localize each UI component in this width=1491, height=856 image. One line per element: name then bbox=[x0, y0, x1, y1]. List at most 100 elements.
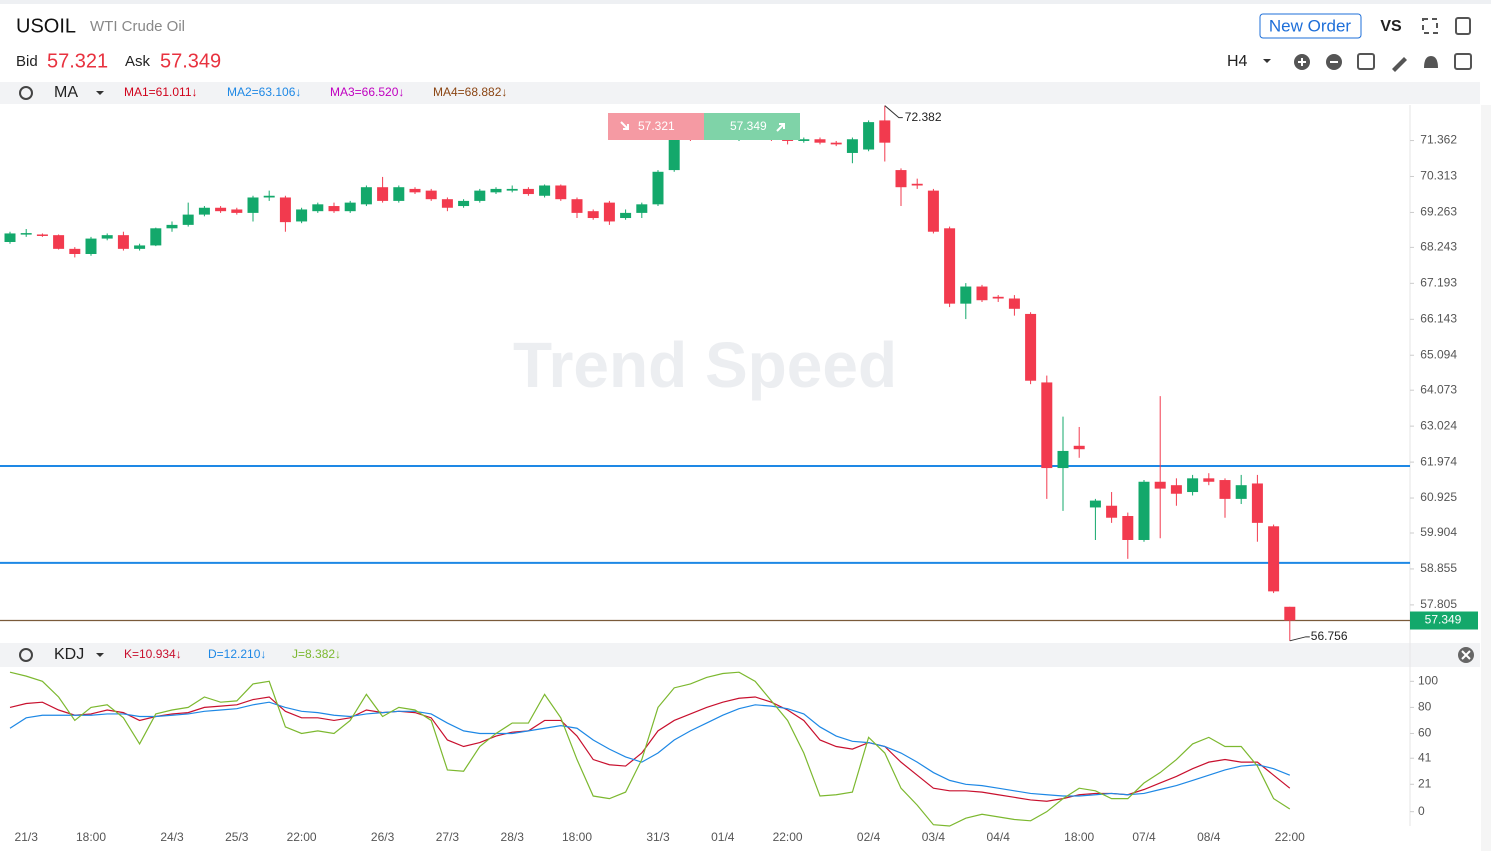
candle-body bbox=[620, 212, 632, 219]
dropdown-icon[interactable] bbox=[1263, 59, 1271, 63]
candle-body bbox=[231, 209, 243, 213]
high-pointer bbox=[884, 105, 903, 119]
low-pointer bbox=[1289, 636, 1310, 642]
candle-body bbox=[85, 238, 97, 254]
symbol: USOIL bbox=[16, 15, 76, 37]
x-tick-label: 22:00 bbox=[287, 830, 317, 844]
sell-price[interactable]: 57.321 bbox=[638, 119, 675, 133]
indicator-name[interactable]: KDJ bbox=[54, 646, 84, 663]
candle-body bbox=[1203, 478, 1215, 482]
x-tick-label: 27/3 bbox=[436, 830, 460, 844]
y-tick-label: 21 bbox=[1418, 776, 1432, 790]
y-tick-label: 67.193 bbox=[1420, 276, 1457, 290]
candle-body bbox=[1170, 485, 1182, 494]
candle-body bbox=[117, 235, 129, 249]
ask-price: 57.349 bbox=[160, 50, 221, 72]
x-tick-label: 24/3 bbox=[160, 830, 184, 844]
indicator-name[interactable]: MA bbox=[54, 84, 78, 101]
x-tick-label: 18:00 bbox=[1064, 830, 1094, 844]
dropdown-icon[interactable] bbox=[96, 653, 104, 657]
kdj-line bbox=[9, 701, 1291, 797]
candle-body bbox=[960, 286, 972, 304]
legend-entry: J=8.382↓ bbox=[292, 647, 341, 661]
x-tick-label: 18:00 bbox=[76, 830, 106, 844]
x-tick-label: 22:00 bbox=[1275, 830, 1305, 844]
top-border bbox=[0, 0, 1491, 4]
candle-body bbox=[36, 234, 48, 236]
candle-body bbox=[247, 197, 259, 213]
candle-body bbox=[101, 235, 113, 239]
fullscreen-icon[interactable] bbox=[1422, 18, 1438, 34]
symbol-name: WTI Crude Oil bbox=[90, 18, 185, 35]
kdj-toolbar bbox=[0, 643, 1480, 667]
price-tag bbox=[1410, 611, 1478, 630]
x-tick-label: 18:00 bbox=[562, 830, 592, 844]
timeframe[interactable]: H4 bbox=[1227, 53, 1248, 70]
alert-icon[interactable] bbox=[1424, 56, 1438, 68]
candle-body bbox=[814, 139, 826, 143]
y-tick-label: 65.094 bbox=[1420, 347, 1457, 361]
settings-icon[interactable] bbox=[19, 86, 33, 100]
candle-body bbox=[830, 142, 842, 145]
high-label: 72.382 bbox=[905, 110, 942, 124]
y-tick-label: 68.243 bbox=[1420, 240, 1457, 254]
price-tag-label: 57.349 bbox=[1425, 613, 1462, 627]
indicator-icon[interactable] bbox=[1454, 53, 1472, 70]
candle-body bbox=[522, 188, 534, 195]
candle-body bbox=[150, 228, 162, 246]
watermark: Trend Speed bbox=[513, 329, 897, 401]
y-tick-label: 64.073 bbox=[1420, 382, 1457, 396]
x-tick-label: 25/3 bbox=[225, 830, 249, 844]
x-tick-label: 28/3 bbox=[501, 830, 525, 844]
candle-body bbox=[1122, 516, 1134, 540]
draw-icon[interactable] bbox=[1392, 57, 1407, 72]
candle-body bbox=[863, 122, 875, 150]
y-tick-label: 63.024 bbox=[1420, 418, 1457, 432]
bid-price: 57.321 bbox=[47, 50, 108, 72]
candle-body bbox=[409, 188, 421, 193]
y-tick-label: 58.855 bbox=[1420, 561, 1457, 575]
ask-label: Ask bbox=[125, 53, 151, 70]
candle-body bbox=[53, 235, 65, 249]
candle-body bbox=[1219, 480, 1231, 499]
candle-body bbox=[377, 187, 389, 201]
candle-body bbox=[879, 120, 891, 143]
candle-body bbox=[798, 139, 810, 141]
y-tick-label: 60 bbox=[1418, 726, 1432, 740]
panel-icon[interactable] bbox=[1455, 17, 1471, 35]
candle-body bbox=[652, 171, 664, 205]
candle-body bbox=[539, 185, 551, 196]
candle-body bbox=[296, 209, 308, 222]
buy-price[interactable]: 57.349 bbox=[730, 119, 767, 133]
candle-body bbox=[344, 202, 356, 212]
candle-body bbox=[474, 190, 486, 201]
scrollbar bbox=[1481, 105, 1491, 851]
candle-body bbox=[1041, 382, 1053, 469]
candle-body bbox=[911, 183, 923, 186]
buy-arrow bbox=[776, 123, 785, 132]
close-cross bbox=[1461, 650, 1471, 660]
x-tick-label: 26/3 bbox=[371, 830, 395, 844]
zoom-in-plus bbox=[1298, 58, 1306, 66]
candle-body bbox=[166, 224, 178, 229]
vs-button[interactable]: VS bbox=[1380, 18, 1402, 35]
legend-entry: D=12.210↓ bbox=[208, 647, 266, 661]
low-label: 56.756 bbox=[1311, 629, 1348, 643]
layout-icon[interactable] bbox=[1357, 53, 1375, 70]
sell-button[interactable] bbox=[608, 113, 704, 140]
dropdown-icon[interactable] bbox=[96, 91, 104, 95]
candle-body bbox=[976, 286, 988, 301]
settings-icon[interactable] bbox=[19, 648, 33, 662]
new-order-label[interactable]: New Order bbox=[1269, 16, 1352, 35]
new-order-button[interactable] bbox=[1259, 13, 1362, 39]
x-tick-label: 08/4 bbox=[1197, 830, 1221, 844]
x-tick-label: 31/3 bbox=[646, 830, 670, 844]
candle-body bbox=[215, 207, 227, 212]
candle-body bbox=[393, 187, 405, 201]
sell-arrow bbox=[620, 121, 629, 130]
x-tick-label: 22:00 bbox=[773, 830, 803, 844]
candle-body bbox=[1284, 606, 1296, 621]
candle-body bbox=[4, 233, 16, 243]
